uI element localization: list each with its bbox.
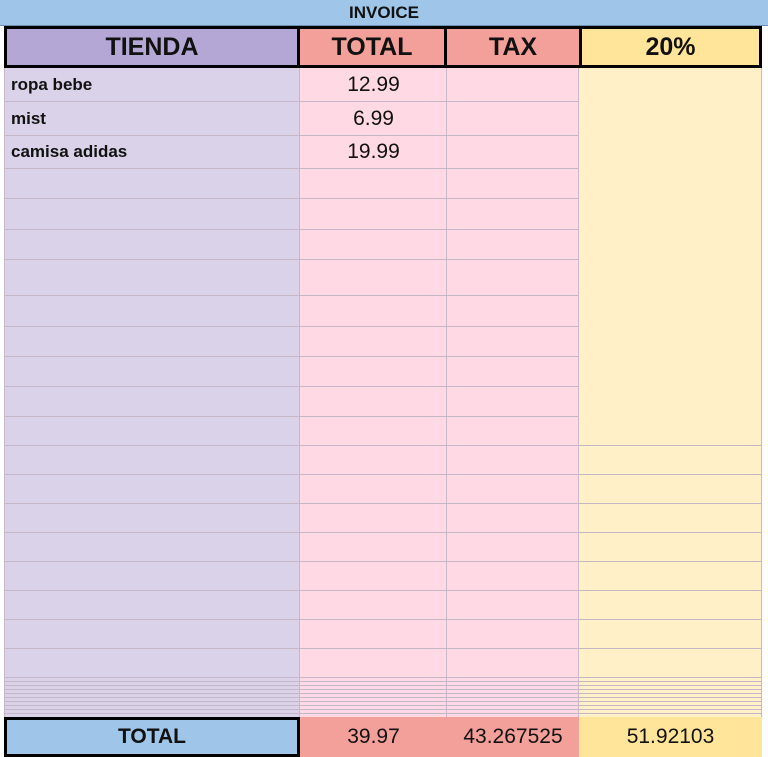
- row-divider: [4, 681, 762, 682]
- tienda-column[interactable]: [4, 68, 300, 718]
- row-divider: [4, 326, 579, 327]
- row-divider: [4, 445, 762, 446]
- row-divider: [4, 697, 762, 698]
- row-divider: [4, 648, 762, 649]
- tax-column[interactable]: [447, 68, 579, 718]
- row-divider: [4, 474, 762, 475]
- sum-tax[interactable]: 43.267525: [447, 717, 579, 757]
- row-1-total[interactable]: 12.99: [347, 73, 400, 96]
- row-1-tienda[interactable]: ropa bebe: [11, 75, 93, 94]
- row-divider: [4, 590, 762, 591]
- row-3-tienda[interactable]: camisa adidas: [11, 142, 128, 161]
- row-divider: [4, 295, 579, 296]
- header-total[interactable]: TOTAL: [297, 26, 447, 68]
- row-divider: [4, 619, 762, 620]
- row-divider: [4, 198, 579, 199]
- row-divider: [4, 168, 579, 169]
- row-divider: [4, 709, 762, 710]
- row-divider: [4, 416, 579, 417]
- sum-total[interactable]: 39.97: [300, 717, 447, 757]
- grid-line: [761, 68, 762, 718]
- grid-line: [446, 68, 447, 718]
- row-divider: [4, 677, 762, 678]
- row-divider: [4, 356, 579, 357]
- total-column[interactable]: [300, 68, 447, 718]
- grid-line: [4, 68, 5, 718]
- sheet-title: INVOICE: [0, 0, 768, 26]
- row-divider: [4, 532, 762, 533]
- header-20-percent[interactable]: 20%: [579, 26, 762, 68]
- row-divider: [4, 713, 762, 714]
- row-divider: [4, 693, 762, 694]
- row-2-tienda[interactable]: mist: [11, 109, 46, 128]
- total-label[interactable]: TOTAL: [4, 717, 300, 757]
- row-divider: [4, 561, 762, 562]
- sum-20-percent[interactable]: 51.92103: [579, 717, 762, 757]
- row-3-total[interactable]: 19.99: [347, 140, 400, 163]
- grid-line: [578, 68, 579, 718]
- percent-column[interactable]: [579, 68, 762, 718]
- sum-next-column[interactable]: [762, 717, 768, 757]
- row-divider: [4, 705, 762, 706]
- row-divider: [4, 503, 762, 504]
- row-divider: [4, 229, 579, 230]
- row-divider: [4, 135, 579, 136]
- grid-line: [299, 68, 300, 718]
- row-divider: [4, 386, 579, 387]
- next-column[interactable]: [762, 68, 768, 718]
- row-divider: [4, 101, 579, 102]
- header-tax[interactable]: TAX: [444, 26, 582, 68]
- row-divider: [4, 701, 762, 702]
- row-2-total[interactable]: 6.99: [353, 107, 394, 130]
- header-tienda[interactable]: TIENDA: [4, 26, 300, 68]
- row-divider: [4, 689, 762, 690]
- row-divider: [4, 259, 579, 260]
- row-divider: [4, 685, 762, 686]
